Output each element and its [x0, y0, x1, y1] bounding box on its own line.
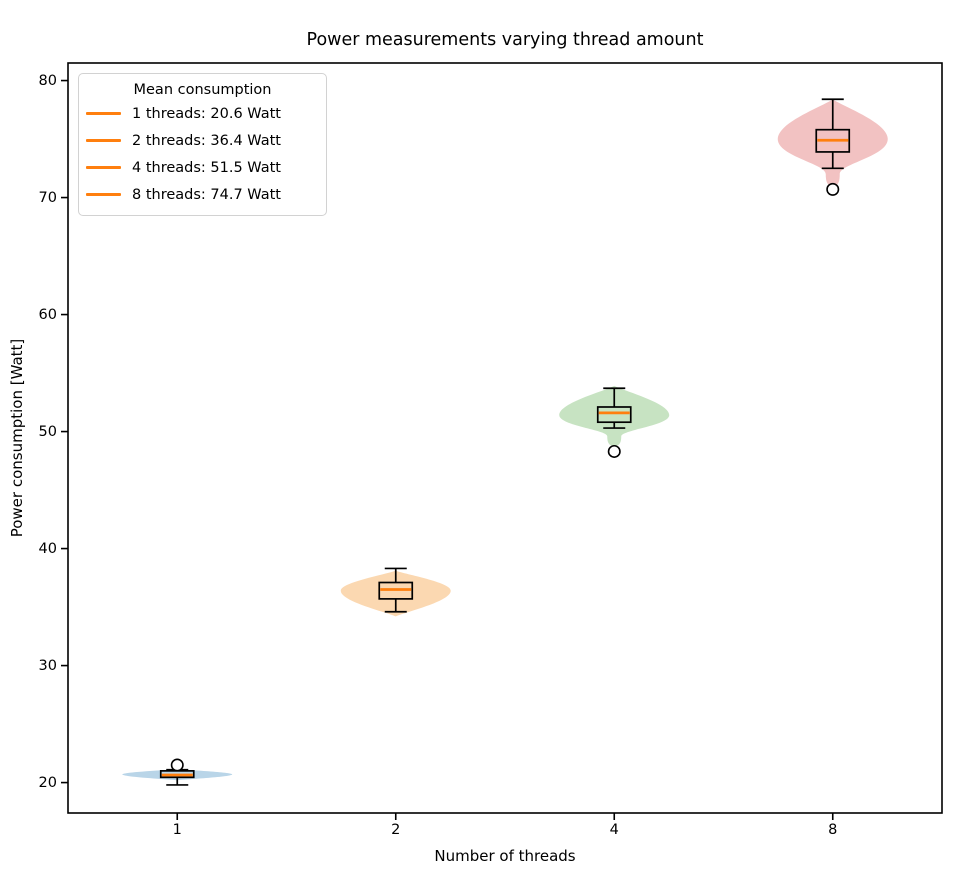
x-axis-label: Number of threads	[434, 847, 576, 865]
y-tick-label-80: 80	[38, 72, 57, 89]
legend-line-icon	[86, 166, 121, 169]
legend-item-label: 8 threads: 74.7 Watt	[132, 186, 281, 203]
y-tick-label-20: 20	[38, 774, 57, 791]
x-tick-label-8: 8	[828, 822, 838, 838]
outlier-marker-threads-1	[170, 758, 184, 772]
boxplot-threads-4	[596, 387, 632, 458]
legend-items: 1 threads: 20.6 Watt 2 threads: 36.4 Watt…	[79, 100, 326, 208]
axes-spines	[67, 62, 943, 814]
legend-title: Mean consumption	[133, 82, 272, 98]
legend-item-2: 2 threads: 36.4 Watt	[79, 127, 326, 154]
y-tick-label-40: 40	[38, 540, 57, 557]
legend-item-1: 1 threads: 20.6 Watt	[79, 100, 326, 127]
x-tick-label-1: 1	[172, 822, 182, 838]
legend: Mean consumption 1 threads: 20.6 Watt 2 t…	[78, 73, 327, 216]
violin-threads-8	[777, 99, 888, 188]
legend-line-icon	[86, 193, 121, 196]
y-tick-label-30: 30	[38, 657, 57, 674]
legend-item-label: 2 threads: 36.4 Watt	[132, 132, 281, 149]
legend-item-label: 4 threads: 51.5 Watt	[132, 159, 281, 176]
chart-title: Power measurements varying thread amount	[306, 30, 704, 50]
outlier-marker-threads-4	[607, 444, 621, 458]
boxplot-threads-1	[159, 758, 195, 786]
legend-line-icon	[86, 139, 121, 142]
outlier-marker-threads-8	[826, 182, 840, 196]
legend-item-3: 4 threads: 51.5 Watt	[79, 154, 326, 181]
legend-item-4: 8 threads: 74.7 Watt	[79, 181, 326, 208]
boxplot-threads-2	[378, 567, 414, 613]
x-tick-label-2: 2	[391, 822, 401, 838]
boxplot-threads-8	[815, 98, 851, 196]
y-tick-label-70: 70	[38, 189, 57, 206]
y-tick-label-60: 60	[38, 306, 57, 323]
x-tick-label-4: 4	[609, 822, 619, 838]
violin-threads-2	[340, 570, 451, 617]
y-axis-label: Power consumption [Watt]	[8, 338, 26, 538]
legend-item-label: 1 threads: 20.6 Watt	[132, 105, 281, 122]
y-tick-label-50: 50	[38, 423, 57, 440]
violin-threads-4	[559, 385, 670, 447]
legend-line-icon	[86, 112, 121, 115]
